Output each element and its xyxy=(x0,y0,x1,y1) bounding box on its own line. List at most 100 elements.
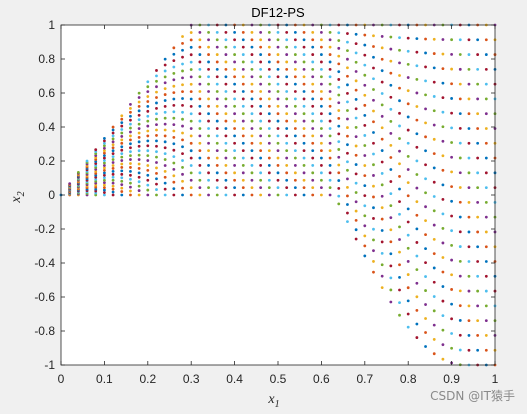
data-point xyxy=(233,67,237,71)
data-point xyxy=(94,152,98,156)
data-point xyxy=(293,82,297,86)
data-point xyxy=(215,171,219,175)
data-point xyxy=(207,30,210,34)
data-point xyxy=(380,46,384,50)
data-point xyxy=(285,127,289,130)
data-point xyxy=(311,82,315,86)
data-point xyxy=(94,191,98,195)
data-point xyxy=(484,127,488,130)
data-point xyxy=(198,112,202,116)
data-point xyxy=(441,183,445,187)
data-point xyxy=(320,45,323,49)
data-point xyxy=(476,127,480,130)
data-point xyxy=(94,154,98,158)
data-point xyxy=(363,43,367,47)
data-point xyxy=(432,37,436,41)
data-point xyxy=(432,195,436,198)
data-point xyxy=(189,119,193,123)
data-point xyxy=(320,141,323,145)
data-point xyxy=(250,193,254,197)
data-point xyxy=(103,146,106,150)
data-point xyxy=(181,179,184,183)
data-point xyxy=(346,126,349,129)
data-point xyxy=(111,190,115,194)
data-point xyxy=(424,177,427,181)
data-point xyxy=(224,45,228,49)
data-point xyxy=(233,45,237,49)
data-point xyxy=(415,37,419,40)
data-point xyxy=(189,127,193,130)
data-point xyxy=(432,166,436,170)
data-point xyxy=(320,186,323,190)
data-point xyxy=(267,134,271,138)
data-point xyxy=(285,164,289,167)
data-point xyxy=(302,186,306,190)
data-point xyxy=(250,178,254,182)
data-point xyxy=(129,110,132,114)
data-point xyxy=(302,171,306,175)
data-point xyxy=(146,124,150,128)
data-point xyxy=(285,30,289,34)
data-point xyxy=(320,38,323,42)
data-point xyxy=(198,193,202,197)
data-point xyxy=(406,141,410,145)
data-point xyxy=(337,163,341,167)
data-point xyxy=(328,171,332,175)
data-point xyxy=(207,178,210,182)
data-point xyxy=(111,125,115,129)
data-point xyxy=(129,114,132,118)
data-point xyxy=(111,167,115,170)
data-point xyxy=(111,128,115,132)
x-tick-label: 0.2 xyxy=(139,372,156,386)
data-point xyxy=(372,131,375,134)
data-point xyxy=(484,97,488,101)
data-point xyxy=(120,183,124,187)
data-point xyxy=(181,110,184,114)
data-point xyxy=(215,186,219,190)
data-point xyxy=(155,85,158,89)
data-point xyxy=(276,60,280,64)
data-point xyxy=(424,317,427,320)
data-point xyxy=(450,288,453,291)
data-point xyxy=(189,68,193,71)
data-point xyxy=(467,171,471,175)
data-point xyxy=(320,97,323,101)
data-point xyxy=(302,67,306,71)
data-point xyxy=(354,107,358,111)
data-point xyxy=(363,33,367,37)
data-point xyxy=(476,171,480,175)
data-point xyxy=(398,238,401,241)
data-point xyxy=(363,184,367,188)
data-point xyxy=(441,168,445,172)
data-point xyxy=(233,156,237,160)
data-point xyxy=(198,141,202,145)
data-point xyxy=(328,45,332,49)
data-point xyxy=(250,75,254,79)
data-point xyxy=(484,334,488,337)
data-point xyxy=(346,66,349,70)
data-point xyxy=(259,164,263,167)
data-point xyxy=(224,60,228,64)
data-point xyxy=(354,135,358,139)
data-point xyxy=(476,289,480,293)
data-point xyxy=(259,141,263,145)
data-point xyxy=(146,114,150,118)
data-point xyxy=(94,160,98,163)
data-point xyxy=(363,83,367,87)
data-point xyxy=(432,252,436,256)
data-point xyxy=(224,53,228,56)
data-point xyxy=(120,166,124,169)
data-point xyxy=(267,186,271,190)
data-point xyxy=(172,161,176,165)
data-point xyxy=(467,200,471,204)
data-point xyxy=(94,166,98,169)
data-point xyxy=(320,149,323,153)
data-point xyxy=(346,168,349,172)
data-point xyxy=(450,317,453,321)
y-tick-label: -0.4 xyxy=(34,256,55,270)
data-point xyxy=(311,134,315,138)
data-point xyxy=(207,45,210,49)
data-point xyxy=(129,181,132,185)
data-point xyxy=(484,171,488,175)
data-point xyxy=(285,104,289,108)
